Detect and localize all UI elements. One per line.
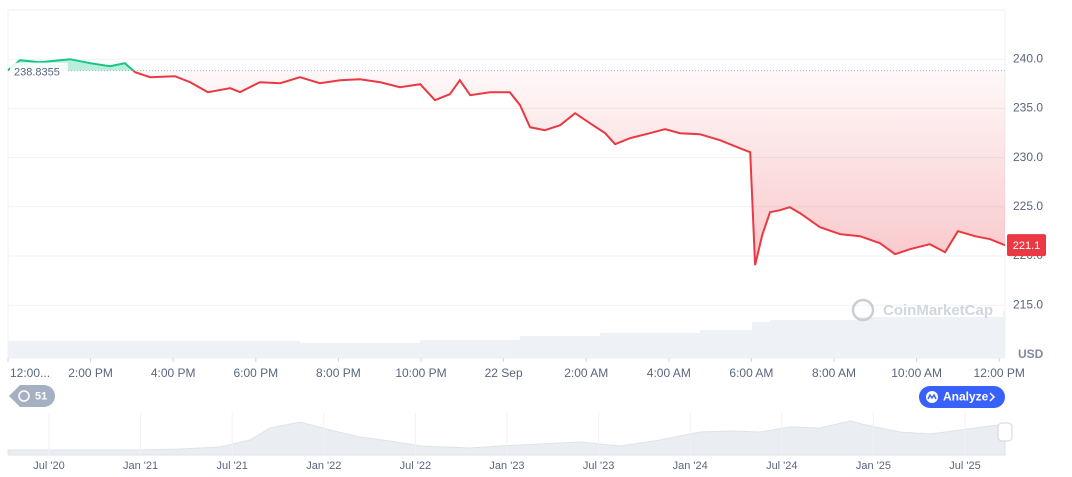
navigator-label: Jul '21 xyxy=(216,460,247,472)
open-label-bg xyxy=(10,62,68,79)
price-badge xyxy=(1007,234,1046,257)
x-tick-label: 2:00 PM xyxy=(68,366,113,380)
x-tick-label: 4:00 AM xyxy=(647,366,691,380)
open-label: 238.8355 xyxy=(14,67,60,79)
navigator xyxy=(7,413,1013,456)
navigator-label: Jan '24 xyxy=(673,460,708,472)
navigator-label: Jan '21 xyxy=(123,460,158,472)
x-tick-label: 10:00 PM xyxy=(395,366,446,380)
navigator-label: Jul '22 xyxy=(400,460,431,472)
x-tick-label: 6:00 AM xyxy=(729,366,773,380)
navigator-label: Jul '25 xyxy=(949,460,980,472)
x-tick-label: 22 Sep xyxy=(485,366,523,380)
navigator-label: Jan '22 xyxy=(306,460,341,472)
area-down xyxy=(133,70,1005,266)
analyze-button[interactable]: Analyze xyxy=(919,386,1005,408)
plot: 238.8355 xyxy=(7,58,1006,266)
navigator-label: Jan '25 xyxy=(856,460,891,472)
y-tick-label: 225.0 xyxy=(1013,199,1043,213)
badge-count: 51 xyxy=(35,390,47,402)
y-tick-label: 215.0 xyxy=(1013,297,1043,311)
currency-label: USD xyxy=(1018,347,1044,361)
navigator-label: Jul '24 xyxy=(766,460,797,472)
watermark: CoinMarketCap xyxy=(851,298,993,322)
x-tick-label: 6:00 PM xyxy=(233,366,278,380)
navigator-label: Jan '23 xyxy=(489,460,524,472)
navigator-label: Jul '20 xyxy=(33,460,64,472)
volume-area xyxy=(8,311,1005,358)
area-up xyxy=(8,59,1005,71)
y-tick-label: 235.0 xyxy=(1013,101,1043,115)
y-tick-label: 230.0 xyxy=(1013,150,1043,164)
price-badge-label: 221.1 xyxy=(1013,240,1041,252)
x-tick-label: 12:00 PM xyxy=(974,366,1025,380)
watermark-text: CoinMarketCap xyxy=(883,302,993,319)
x-tick-label: 12:00... xyxy=(10,366,50,380)
price-line xyxy=(8,70,1006,266)
navigator-label: Jul '23 xyxy=(583,460,614,472)
history-badge[interactable]: 51 xyxy=(9,385,55,407)
analyze-label: Analyze xyxy=(943,390,989,404)
y-tick-label: 240.0 xyxy=(1013,51,1043,65)
x-tick-label: 8:00 AM xyxy=(812,366,856,380)
x-tick-label: 4:00 PM xyxy=(151,366,196,380)
navigator-labels: Jul '20 Jan '21 Jul '21 Jan '22 Jul '22 Jan '… xyxy=(33,413,981,472)
x-tick-label: 10:00 AM xyxy=(891,366,942,380)
x-tick-label: 2:00 AM xyxy=(564,366,608,380)
x-tick-label: 8:00 PM xyxy=(316,366,361,380)
